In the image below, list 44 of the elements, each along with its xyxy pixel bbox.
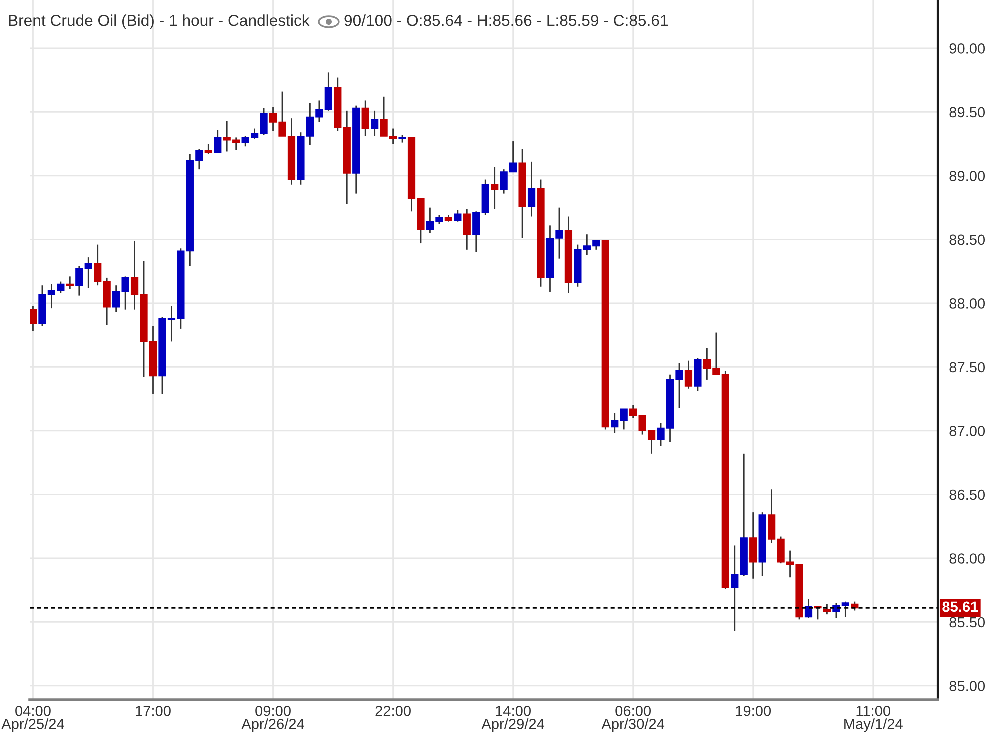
- candlestick: [823, 604, 832, 616]
- x-tick-label: 14:00 Apr/29/24: [482, 706, 545, 732]
- text: Brent Crude Oil (Bid) - 1 hour - Candlestick: [9, 14, 310, 30]
- x-tick-label: 04:00 Apr/25/24: [2, 706, 64, 732]
- candlestick: [684, 360, 693, 390]
- x-tick-label: 22:00: [376, 706, 411, 716]
- candlestick: [362, 100, 370, 138]
- candlestick: [528, 161, 536, 218]
- candlestick: [611, 412, 619, 434]
- x-tick-label: 19:00: [736, 706, 772, 716]
- candlestick: [491, 166, 499, 210]
- y-tick-label: 90.00: [950, 44, 986, 54]
- y-tick-label: 85.50: [950, 617, 986, 628]
- candlestick: [204, 143, 212, 155]
- candlestick: [76, 266, 84, 297]
- y-tick-label: 85.00: [950, 681, 986, 692]
- candlestick: [66, 276, 74, 290]
- candlestick: [620, 408, 628, 430]
- candlestick: [731, 545, 739, 632]
- x-tick-label: 09:00 Apr/26/24: [242, 706, 304, 732]
- x-tick-label: 06:00 Apr/30/24: [602, 706, 665, 732]
- candlestick: [84, 256, 92, 289]
- candlestick: [214, 129, 222, 154]
- candlestick: [324, 72, 332, 112]
- y-tick-label: 88.50: [950, 234, 986, 246]
- x-tick-label: 17:00: [136, 706, 171, 716]
- candlestick: [454, 210, 462, 223]
- y-tick-label: 86.00: [950, 554, 986, 564]
- y-tick-label: 89.50: [950, 107, 986, 118]
- candlestick: [94, 244, 102, 286]
- candlestick: [30, 305, 38, 332]
- y-tick-label: 87.50: [950, 362, 986, 373]
- y-tick-label: 89.00: [950, 171, 986, 182]
- text: 90/100 - O:85.64 - H:85.66 - L:85.59 - C:85.61: [344, 14, 668, 26]
- y-tick-label: 87.00: [950, 426, 986, 436]
- candlestick: [463, 208, 471, 251]
- candlestick: [804, 598, 813, 620]
- y-tick-label: 86.50: [950, 490, 986, 500]
- candlestick: [371, 110, 379, 138]
- y-tick-label: 88.00: [950, 298, 986, 309]
- x-tick-label: 11:00 May/1/24: [844, 706, 903, 732]
- candlestick: [472, 210, 480, 254]
- ref-line-label: 85.61: [942, 602, 978, 612]
- candlestick: [630, 404, 638, 419]
